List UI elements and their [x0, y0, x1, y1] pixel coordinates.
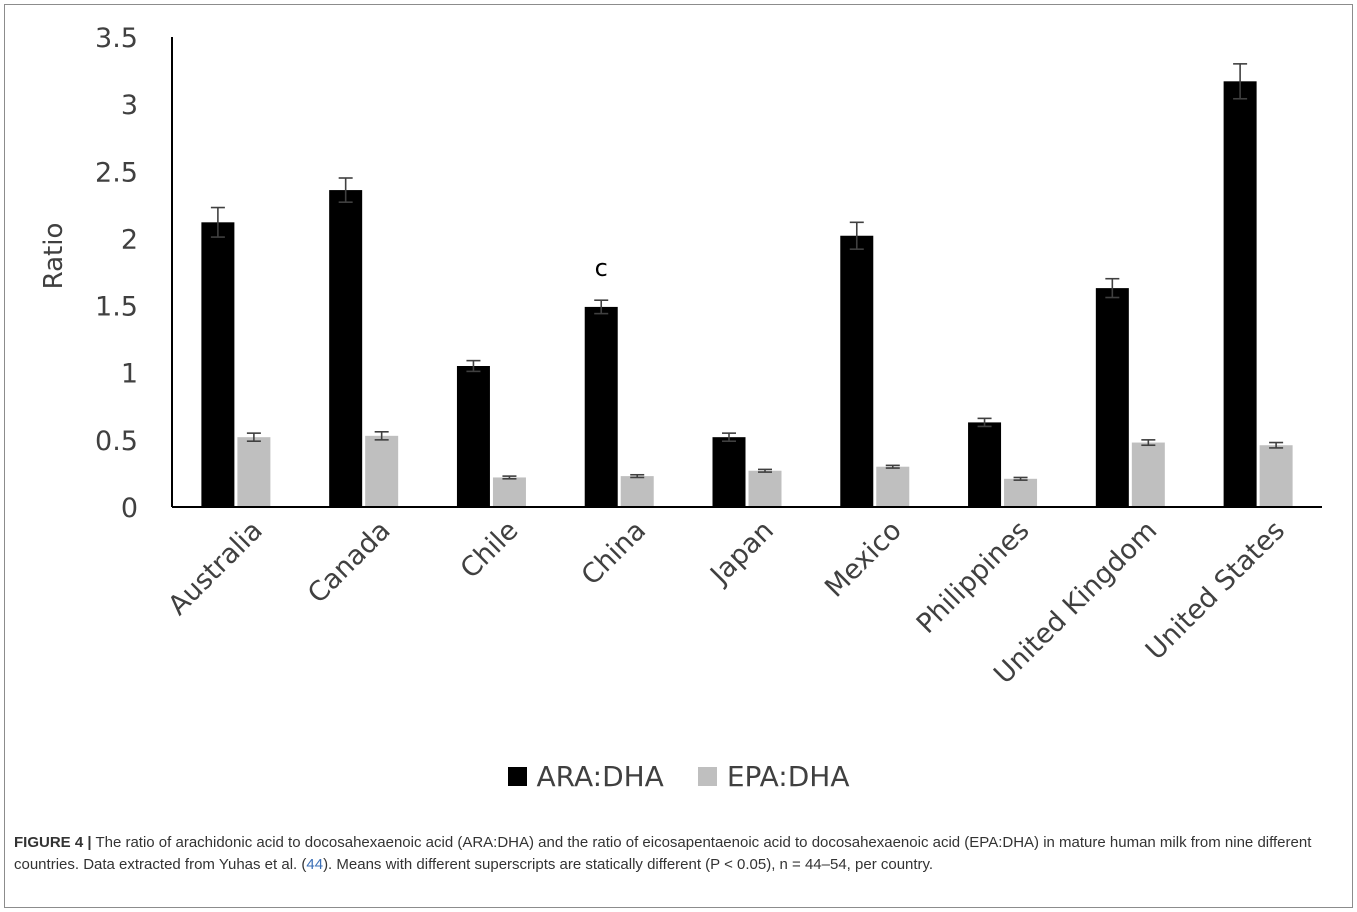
legend-swatch-ara-dha	[507, 767, 527, 786]
error-bar-epa-dha	[1269, 441, 1284, 449]
bar-ara-dha	[456, 366, 490, 507]
error-bar-ara-dha	[594, 299, 609, 315]
legend-item-ara-dha: ARA:DHA	[507, 760, 664, 793]
error-bar-epa-dha	[758, 468, 772, 473]
caption-text-part1: The ratio of arachidonic acid to docosah…	[14, 834, 1312, 873]
legend-label-ara-dha: ARA:DHA	[536, 760, 664, 793]
y-tick-label: 1	[121, 359, 138, 390]
bar-epa-dha	[620, 476, 654, 507]
legend-item-epa-dha: EPA:DHA	[697, 760, 850, 793]
error-bar-ara-dha	[210, 206, 225, 238]
error-bar-ara-dha	[1105, 277, 1120, 299]
error-bar-ara-dha	[338, 177, 353, 203]
error-bar-epa-dha	[502, 475, 517, 480]
caption-text-part2: ). Means with different superscripts are…	[323, 856, 934, 873]
y-tick-label: 2	[121, 224, 138, 255]
error-bar-epa-dha	[1141, 439, 1156, 447]
bar-epa-dha	[748, 470, 782, 507]
y-tick-label: 3.5	[95, 23, 138, 54]
y-axis-label: Ratio	[39, 223, 69, 290]
bar-ara-dha	[329, 190, 363, 508]
legend: ARA:DHA EPA:DHA	[0, 760, 1357, 793]
bar-ara-dha	[584, 306, 618, 507]
error-bar-epa-dha	[885, 464, 900, 469]
x-tick-label: China	[576, 515, 652, 591]
bar-epa-dha	[237, 437, 271, 507]
y-tick-label: 1.5	[95, 292, 138, 323]
x-tick-label: Chile	[455, 515, 525, 585]
figure-label: FIGURE 4 |	[14, 834, 92, 851]
legend-swatch-epa-dha	[697, 767, 717, 786]
caption-reference-link[interactable]: 44	[306, 856, 324, 873]
error-bar-epa-dha	[374, 430, 389, 441]
x-tick-label: Canada	[302, 515, 397, 610]
bar-epa-dha	[1131, 442, 1165, 507]
bar-ara-dha	[968, 422, 1002, 507]
y-tick-label: 3	[121, 90, 138, 121]
bar-ara-dha	[1095, 288, 1129, 507]
error-bar-epa-dha	[246, 432, 261, 443]
error-bar-ara-dha	[977, 417, 992, 428]
bar-chart: 0 0.5 1 1.5 2 2.5 3 3.5 Ratio c Australia Canada…	[39, 23, 1322, 690]
significance-annotation: c	[595, 254, 608, 282]
y-tick-label: 0.5	[95, 426, 138, 457]
error-bar-epa-dha	[1013, 476, 1028, 481]
bar-epa-dha	[1259, 445, 1293, 507]
figure-caption: FIGURE 4 | The ratio of arachidonic acid…	[14, 832, 1339, 876]
bar-ara-dha	[201, 222, 235, 508]
y-tick-label: 2.5	[95, 157, 138, 188]
legend-label-epa-dha: EPA:DHA	[726, 760, 850, 793]
chart-frame	[4, 4, 1353, 908]
y-tick-label: 0	[121, 493, 138, 524]
bar-epa-dha	[1004, 478, 1038, 507]
error-bar-epa-dha	[630, 473, 645, 479]
x-tick-label: Philippines	[911, 515, 1036, 640]
bar-epa-dha	[492, 477, 526, 507]
bar-epa-dha	[365, 435, 399, 507]
x-tick-label: Australia	[162, 515, 268, 621]
error-bar-ara-dha	[466, 359, 481, 373]
bar-ara-dha	[1223, 81, 1257, 508]
bar-epa-dha	[876, 466, 910, 507]
error-bar-ara-dha	[1233, 63, 1248, 100]
x-tick-label: Japan	[703, 515, 780, 592]
x-tick-label: United States	[1140, 515, 1291, 666]
bar-ara-dha	[712, 437, 746, 507]
error-bar-ara-dha	[722, 432, 736, 443]
x-tick-label: Mexico	[819, 515, 908, 604]
error-bar-ara-dha	[849, 221, 864, 250]
bar-ara-dha	[840, 235, 874, 507]
